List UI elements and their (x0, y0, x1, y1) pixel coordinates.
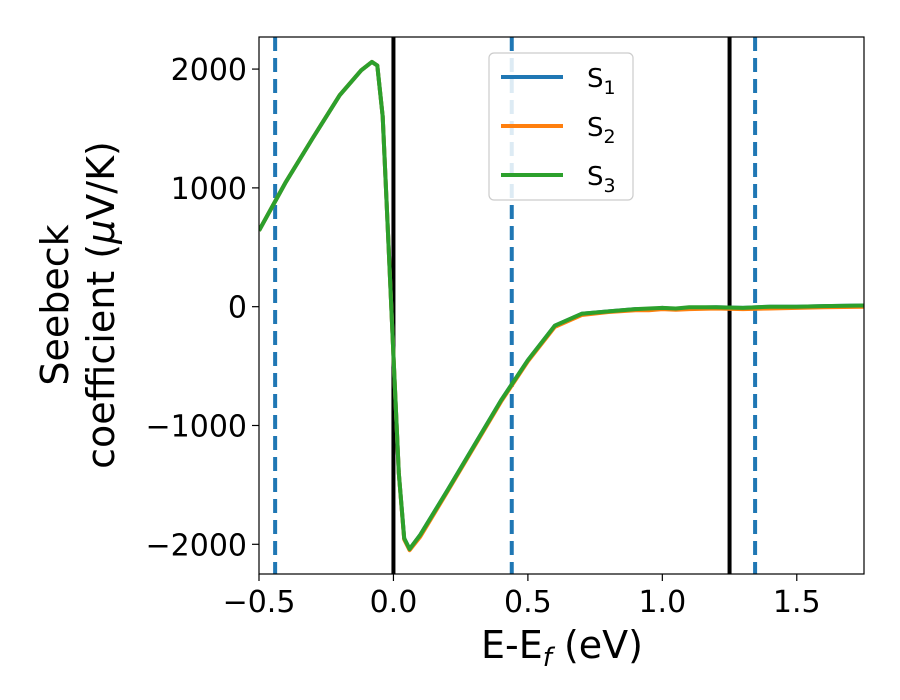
legend-label-3: S3 (587, 162, 616, 197)
plot-area (259, 37, 864, 574)
y-axis-label-line2: coefficient (μV/K) (79, 141, 123, 469)
y-tick-label: 2000 (171, 53, 247, 88)
y-tick-label: −2000 (146, 528, 247, 563)
y-tick-label: −1000 (146, 409, 247, 444)
x-axis-label: E-Ef (eV) (481, 623, 643, 673)
x-tick-label: 0.0 (370, 585, 418, 620)
legend-label-2: S2 (587, 113, 616, 148)
y-axis-label-line1: Seebeck (33, 224, 77, 385)
axes-border (258, 36, 865, 575)
axes-frame (258, 36, 865, 575)
series-line-3 (259, 59, 864, 552)
x-tick-label: 1.0 (638, 585, 686, 620)
ticks: −0.5 0.0 0.5 1.0 1.5 −2000 −1000 0 1000 2000 (146, 53, 821, 620)
y-tick-label: 1000 (171, 172, 247, 207)
x-tick-label: 1.5 (773, 585, 821, 620)
legend-label-1: S1 (587, 64, 616, 99)
x-tick-label: 0.5 (504, 585, 552, 620)
x-tick-label: −0.5 (223, 585, 296, 620)
y-axis-label: Seebeck coefficient (μV/K) (33, 141, 123, 469)
legend: S1 S2 S3 (488, 52, 634, 201)
y-tick-label: 0 (228, 291, 247, 326)
